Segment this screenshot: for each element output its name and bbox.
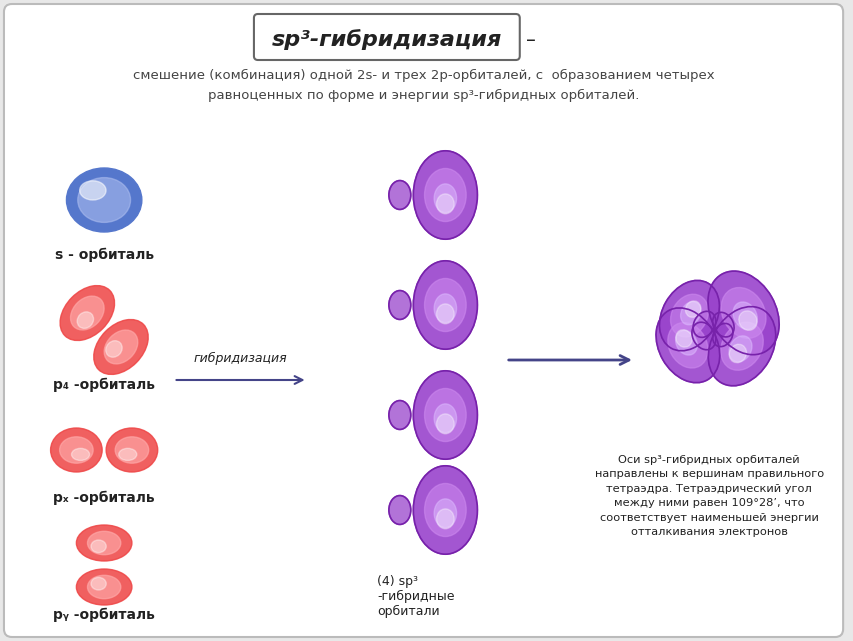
Ellipse shape — [685, 301, 700, 317]
Ellipse shape — [659, 280, 718, 351]
Ellipse shape — [712, 312, 734, 337]
Ellipse shape — [413, 261, 477, 349]
Ellipse shape — [424, 169, 466, 222]
Text: (4) sp³
-гибридные
орбитали: (4) sp³ -гибридные орбитали — [376, 575, 454, 618]
Ellipse shape — [670, 294, 707, 337]
Ellipse shape — [693, 312, 715, 337]
Ellipse shape — [72, 448, 90, 460]
Ellipse shape — [655, 308, 719, 383]
Ellipse shape — [87, 576, 120, 599]
Ellipse shape — [388, 290, 410, 319]
Ellipse shape — [720, 288, 765, 338]
Ellipse shape — [413, 466, 477, 554]
Ellipse shape — [707, 271, 778, 354]
Ellipse shape — [680, 302, 700, 325]
Text: равноценных по форме и энергии sp³-гибридных орбиталей.: равноценных по форме и энергии sp³-гибри… — [207, 88, 639, 101]
Ellipse shape — [424, 278, 466, 331]
Ellipse shape — [115, 437, 148, 463]
FancyBboxPatch shape — [253, 14, 519, 60]
Ellipse shape — [91, 578, 106, 590]
Ellipse shape — [77, 312, 94, 328]
Ellipse shape — [732, 302, 757, 329]
Ellipse shape — [388, 495, 410, 524]
Text: гибридизация: гибридизация — [193, 352, 287, 365]
Ellipse shape — [60, 437, 93, 463]
Text: pₓ -орбиталь: pₓ -орбиталь — [53, 491, 154, 505]
Ellipse shape — [87, 531, 120, 554]
Ellipse shape — [728, 336, 751, 362]
Ellipse shape — [433, 499, 456, 528]
Ellipse shape — [388, 401, 410, 429]
Ellipse shape — [94, 319, 148, 374]
Ellipse shape — [712, 324, 732, 347]
Ellipse shape — [413, 151, 477, 239]
Ellipse shape — [667, 322, 707, 368]
Ellipse shape — [67, 168, 142, 232]
Ellipse shape — [707, 306, 775, 386]
Ellipse shape — [119, 448, 136, 460]
Ellipse shape — [104, 330, 137, 364]
Ellipse shape — [738, 311, 757, 330]
Ellipse shape — [424, 483, 466, 537]
Ellipse shape — [388, 181, 410, 210]
Ellipse shape — [433, 184, 456, 213]
Text: sp³-гибридизация: sp³-гибридизация — [271, 29, 502, 51]
Ellipse shape — [433, 294, 456, 322]
Text: смешение (комбинация) одной 2s- и трех 2p-орбиталей, с  образованием четырех: смешение (комбинация) одной 2s- и трех 2… — [132, 69, 713, 81]
Ellipse shape — [76, 569, 131, 605]
Ellipse shape — [436, 304, 454, 324]
Ellipse shape — [720, 322, 763, 370]
Ellipse shape — [71, 296, 104, 330]
Ellipse shape — [436, 509, 454, 529]
Ellipse shape — [728, 344, 746, 363]
Ellipse shape — [78, 178, 131, 222]
Ellipse shape — [76, 525, 131, 561]
Ellipse shape — [433, 404, 456, 433]
Ellipse shape — [675, 331, 697, 355]
Ellipse shape — [436, 414, 454, 434]
Ellipse shape — [50, 428, 102, 472]
Ellipse shape — [424, 388, 466, 442]
Text: s - орбиталь: s - орбиталь — [55, 248, 154, 262]
Ellipse shape — [60, 286, 114, 340]
Ellipse shape — [79, 181, 106, 200]
Ellipse shape — [413, 370, 477, 459]
Text: –: – — [525, 31, 535, 49]
Text: p₄ -орбиталь: p₄ -орбиталь — [53, 378, 155, 392]
Text: pᵧ -орбиталь: pᵧ -орбиталь — [53, 608, 155, 622]
Ellipse shape — [106, 428, 158, 472]
Ellipse shape — [106, 340, 122, 357]
Ellipse shape — [675, 329, 691, 347]
Text: Оси sp³-гибридных орбиталей
направлены к вершинам правильного
тетраэдра. Тетраэд: Оси sp³-гибридных орбиталей направлены к… — [594, 455, 823, 537]
Ellipse shape — [436, 194, 454, 214]
Ellipse shape — [691, 322, 715, 350]
FancyBboxPatch shape — [4, 4, 842, 637]
Ellipse shape — [91, 540, 106, 553]
